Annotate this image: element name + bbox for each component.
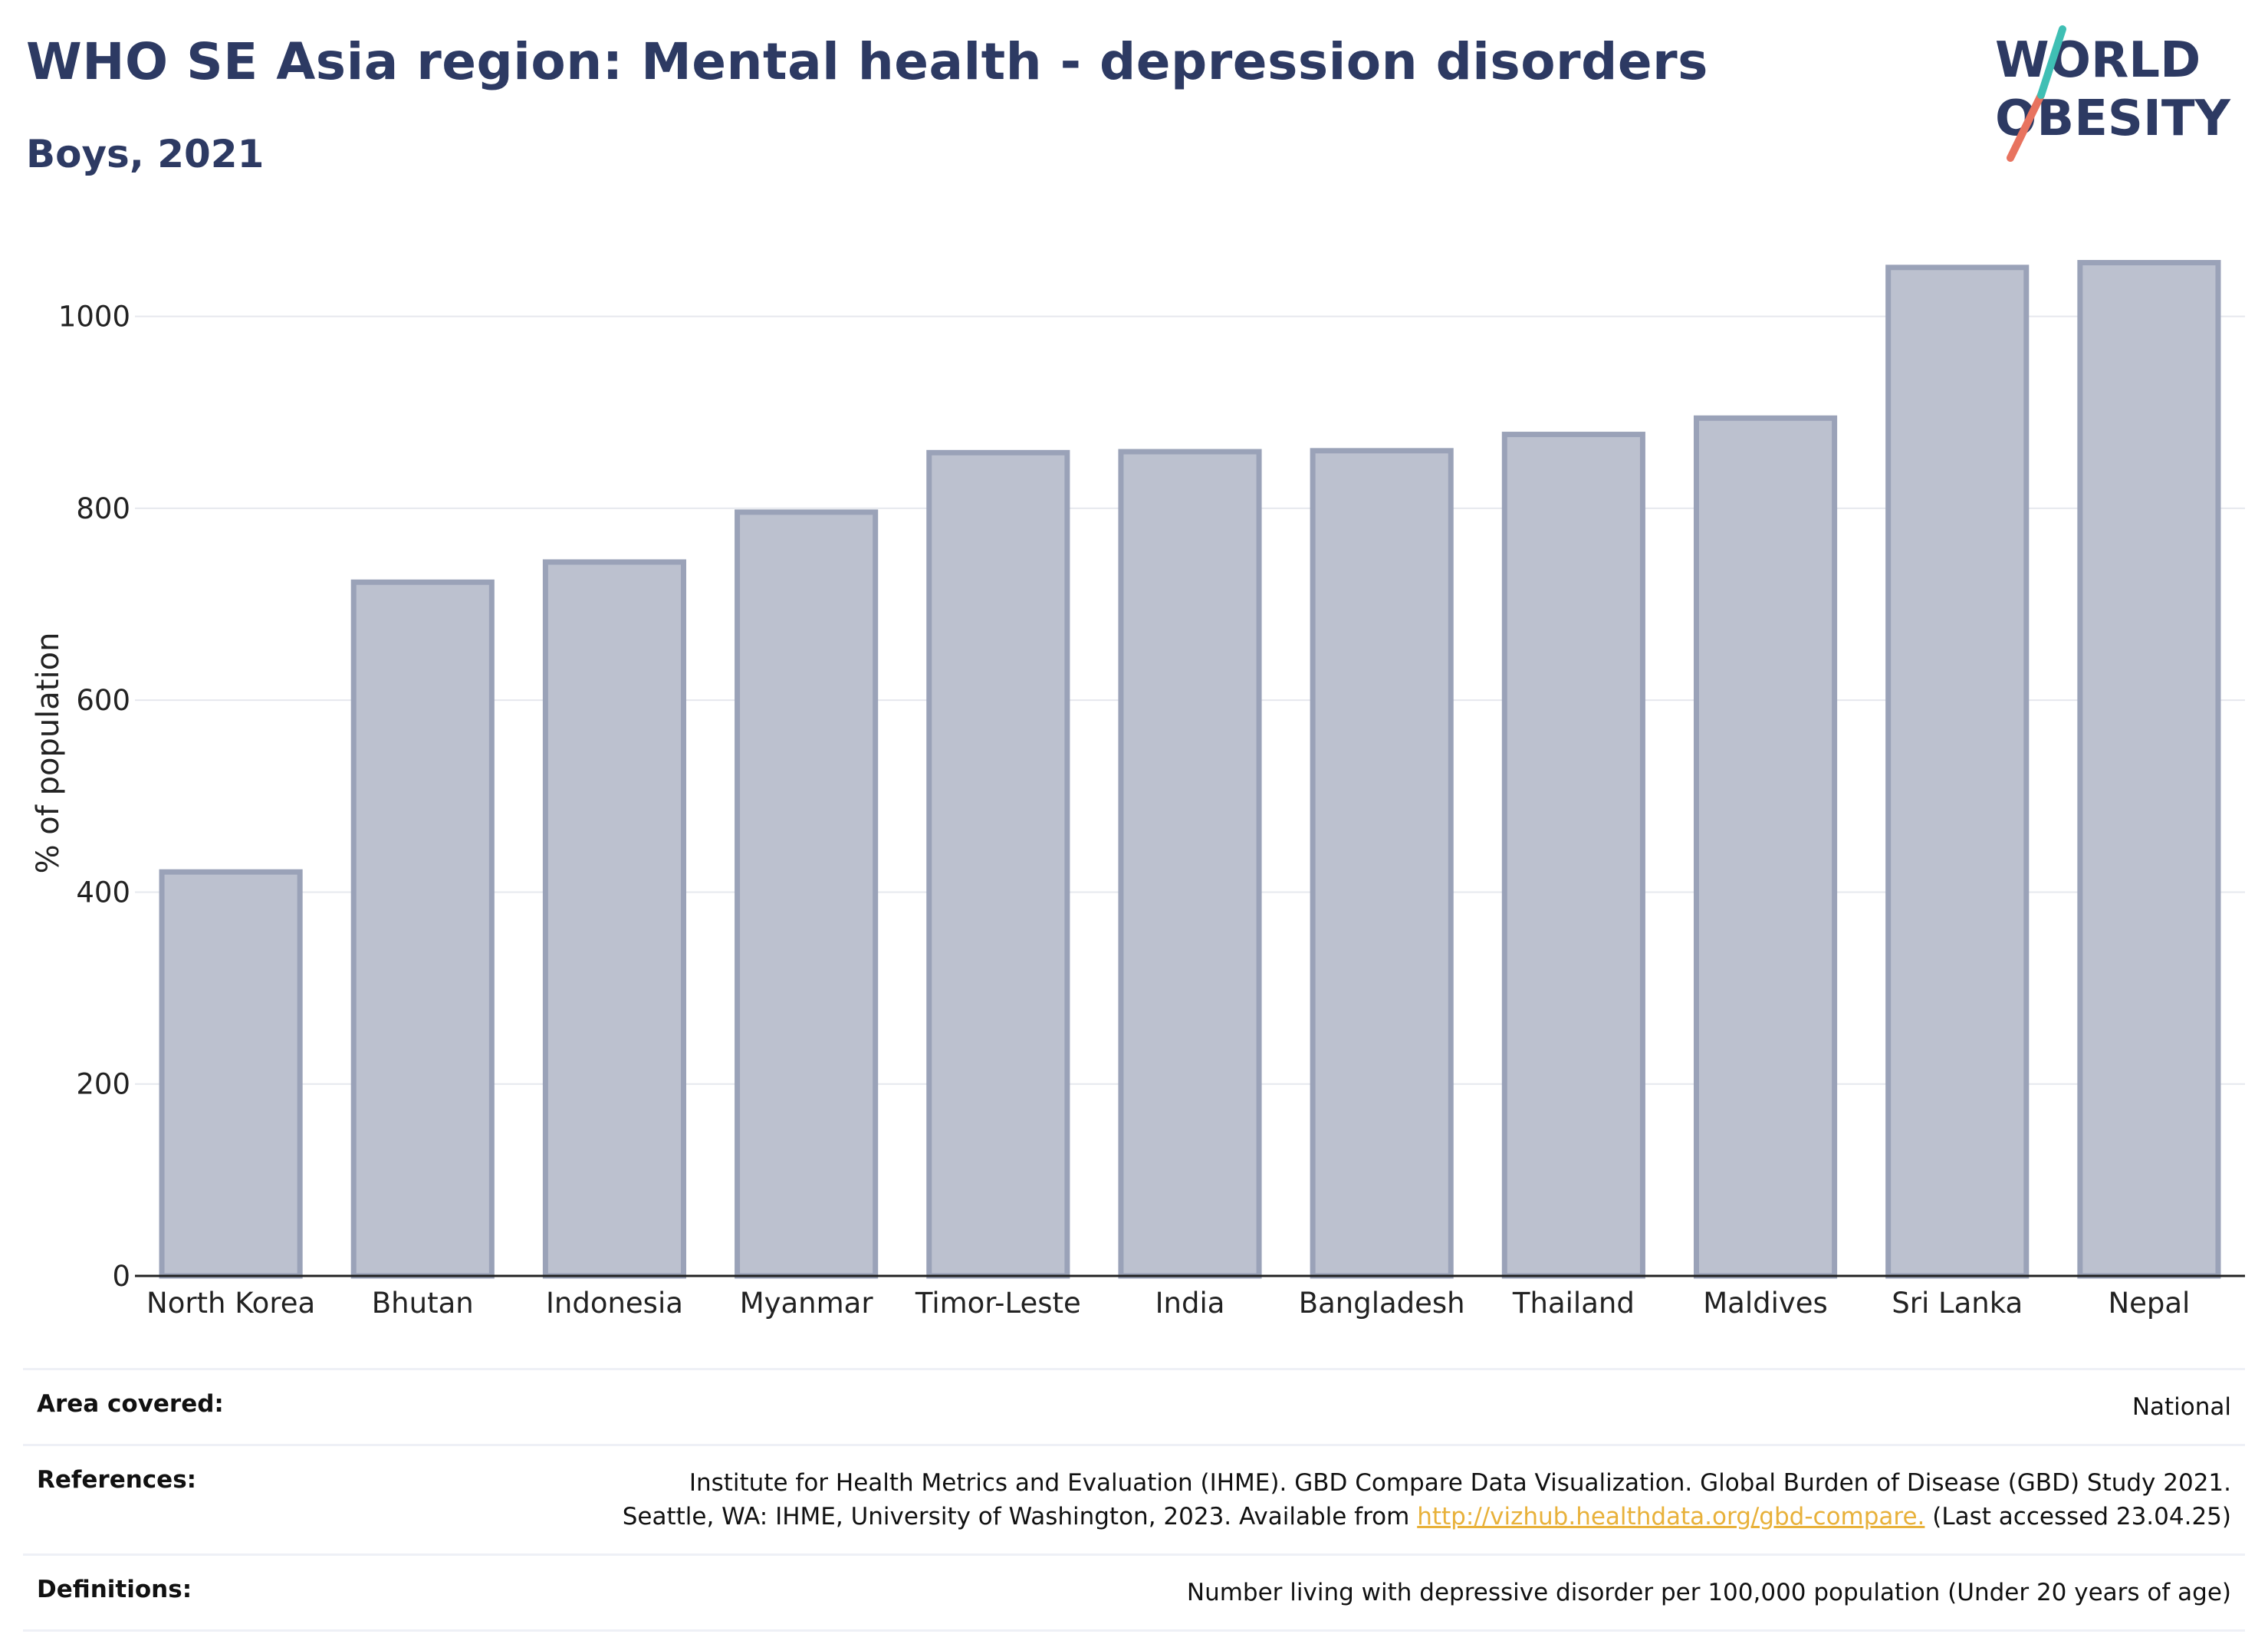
bar-maldives[interactable] [1693,415,1838,1279]
bar-chart: 0 200 400 600 800 1000 North Korea Bhutan Indone… [31,260,2245,1320]
bar-india[interactable] [1118,449,1262,1279]
x-tick-label: Myanmar [740,1287,874,1320]
x-tick-label: Indonesia [546,1287,683,1320]
x-tick-label: Maldives [1703,1287,1828,1320]
logo-slash-teal [2037,25,2066,99]
x-tick-label: North Korea [146,1287,315,1320]
references-link[interactable]: http://vizhub.healthdata.org/gbd-compare… [1417,1503,1925,1530]
x-tick-label: Thailand [1512,1287,1635,1320]
bars [159,260,2221,1279]
logo-slash-coral [2007,91,2045,162]
x-tick-label: India [1155,1287,1225,1320]
bar-timor-leste[interactable] [926,449,1070,1279]
bar-indonesia[interactable] [542,559,687,1279]
footer-row-area: Area covered: National [23,1368,2245,1444]
bar-north-korea[interactable] [159,869,303,1279]
footer-row-references: References: Institute for Health Metrics… [23,1444,2245,1553]
x-tick-label: Timor-Leste [915,1287,1081,1320]
x-tick-label: Bangladesh [1299,1287,1465,1320]
y-tick-label: 1000 [58,301,130,334]
definitions-value: Number living with depressive disorder p… [1186,1579,2231,1606]
references-line-2-post: (Last accessed 23.04.25) [1925,1503,2231,1530]
area-covered-value: National [2132,1393,2231,1421]
bar-bangladesh[interactable] [1310,448,1454,1279]
axes: 0 200 400 600 800 1000 North Korea Bhutan Indone… [31,301,2245,1320]
footer-row-definitions: Definitions: Number living with depressi… [23,1553,2245,1632]
y-axis-title: % of population [31,633,66,874]
y-tick-label: 200 [76,1068,130,1101]
chart-subtitle: Boys, 2021 [26,132,265,176]
y-tick-label: 400 [76,876,130,909]
x-tick-label: Nepal [2108,1287,2190,1320]
bar-bhutan[interactable] [350,579,495,1279]
y-tick-label: 0 [112,1260,130,1293]
logo-word-obesity: OBESITY [1995,90,2230,147]
definitions-label: Definitions: [37,1576,192,1603]
y-tick-label: 600 [76,684,130,717]
references-label: References: [37,1466,197,1494]
logo-word-world: WORLD [1995,32,2201,89]
x-tick-label: Bhutan [372,1287,474,1320]
references-line-2-pre: Seattle, WA: IHME, University of Washing… [622,1503,1418,1530]
y-tick-label: 800 [76,492,130,525]
bar-nepal[interactable] [2077,260,2221,1279]
x-tick-label: Sri Lanka [1892,1287,2023,1320]
chart-footer: Area covered: National References: Insti… [23,1368,2245,1632]
world-obesity-logo: WORLD OBESITY [1995,25,2230,162]
references-line-1: Institute for Health Metrics and Evaluat… [689,1469,2231,1497]
references-value: Institute for Health Metrics and Evaluat… [623,1466,2231,1534]
bar-sri-lanka[interactable] [1885,265,2030,1279]
area-covered-label: Area covered: [37,1390,224,1418]
chart-title: WHO SE Asia region: Mental health - depr… [26,32,1708,91]
bar-myanmar[interactable] [735,509,879,1279]
bar-thailand[interactable] [1501,432,1645,1279]
